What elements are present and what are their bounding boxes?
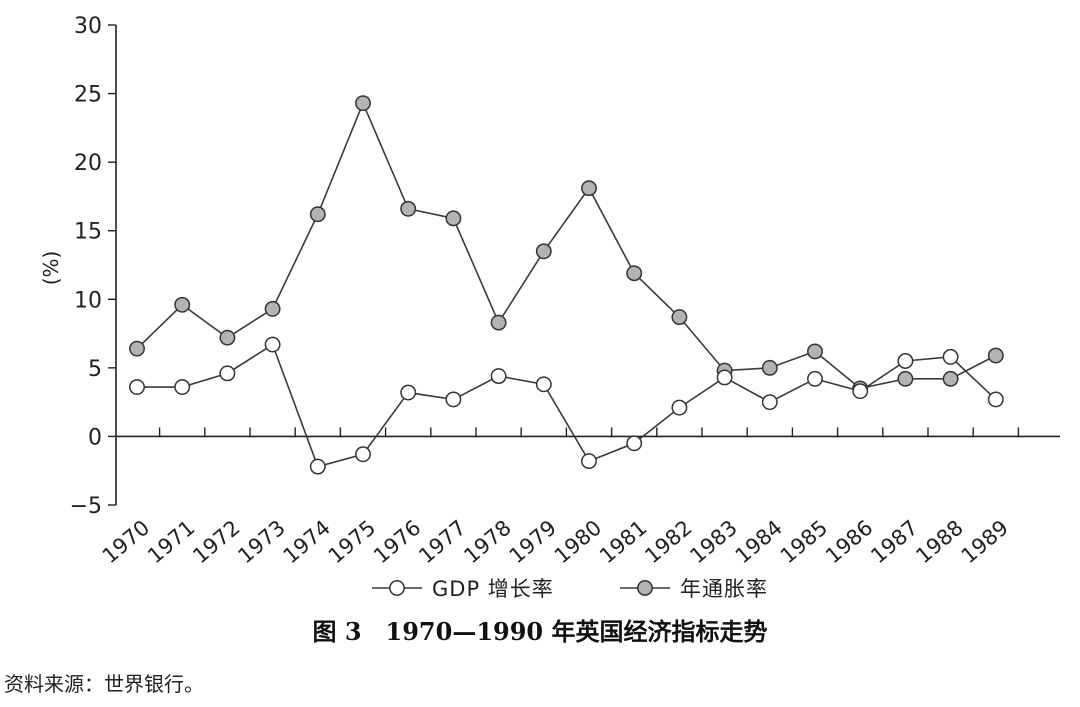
data-point [219,365,236,382]
data-point [581,180,597,197]
data-point [671,399,688,416]
data-point [942,370,959,387]
series-gdp-growth [129,336,1004,475]
data-point [129,379,145,396]
x-tick-label: 1976 [369,515,425,568]
x-tick-label: 1988 [911,515,967,568]
data-point [807,370,823,387]
x-tick-label: 1971 [143,515,199,568]
data-point [355,95,371,112]
data-point [581,453,597,470]
data-point [761,394,778,411]
x-tick-label: 1972 [188,515,244,568]
data-point [490,368,507,385]
figure-caption: 图 3 1970—1990 年英国经济指标走势 [312,617,768,646]
data-point [219,329,236,346]
legend-marker [637,580,653,596]
y-tick-label: 10 [74,288,102,313]
data-point [807,343,823,360]
data-point [987,347,1004,364]
data-point [987,391,1004,408]
data-point [671,309,688,326]
x-tick-label: 1984 [731,515,787,568]
x-tick-label: 1978 [459,515,515,568]
x-tick-label: 1980 [550,515,606,568]
x-tick-label: 1987 [866,515,922,568]
series-inflation [129,95,1004,397]
y-tick-label: 30 [74,14,102,39]
legend-label: 年通胀率 [680,577,768,601]
chart-axes [115,25,1060,505]
data-point [716,369,733,386]
y-tick-label: 20 [74,151,102,176]
data-point [264,336,281,353]
legend-item-inflation: 年通胀率 [620,577,768,601]
series-line [137,343,997,468]
data-point [445,210,462,227]
legend-item-gdp-growth: GDP 增长率 [372,577,554,601]
legend-marker [389,580,405,596]
x-tick-label: 1985 [776,515,832,568]
x-tick-label: 1977 [414,515,470,568]
data-point [942,348,959,365]
data-point [264,300,281,317]
chart-legend: GDP 增长率 年通胀率 [372,577,768,601]
x-tick-label: 1981 [595,515,651,568]
y-axis-ticks: −5 0 5 10 15 20 25 30 [70,14,116,519]
series-line [136,101,997,390]
y-tick-label: 25 [74,83,102,108]
data-point [897,353,914,369]
legend-label: GDP 增长率 [432,577,554,601]
x-tick-label: 1970 [98,515,154,568]
x-tick-label: 1974 [279,515,335,568]
data-point [852,383,869,400]
x-tick-label: 1983 [685,515,741,568]
data-point [309,458,326,475]
x-axis-ticks: 1970197119721973197419751976197719781979… [98,427,1020,568]
x-tick-label: 1975 [324,515,380,568]
x-tick-label: 1979 [505,515,561,568]
data-point [174,296,191,313]
y-axis-label: (%) [39,251,63,286]
data-point [355,446,371,463]
data-point [761,359,778,376]
source-note: 资料来源：世界银行。 [4,672,204,696]
data-point [535,243,552,260]
y-tick-label: 0 [88,425,102,450]
data-point [309,206,326,223]
data-point [535,376,552,393]
data-point [897,370,914,387]
x-tick-label: 1989 [957,515,1013,568]
x-tick-label: 1982 [640,515,696,568]
y-tick-label: −5 [70,494,102,519]
data-point [626,265,643,282]
y-tick-label: 5 [88,357,102,382]
data-point [626,435,643,452]
data-point [129,340,145,357]
y-tick-label: 15 [74,220,102,245]
data-point [445,391,462,408]
x-tick-label: 1986 [821,515,877,568]
data-point [400,200,417,217]
x-tick-label: 1973 [233,515,289,568]
data-point [174,379,191,396]
series-layer [129,95,1004,475]
data-point [400,384,417,401]
data-point [490,314,507,331]
